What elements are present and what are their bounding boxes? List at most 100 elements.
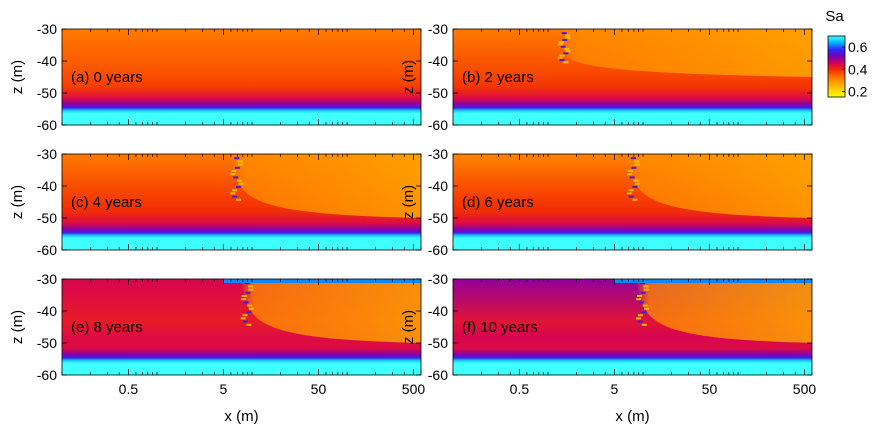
front-mark: [565, 34, 571, 37]
front-mark: [634, 160, 640, 163]
panel-label: (f) 10 years: [462, 319, 538, 336]
front-mark: [641, 323, 647, 326]
front-mark: [628, 189, 634, 192]
front-mark: [243, 301, 249, 304]
axis-labels-group: z (m) z (m) z (m) z (m) z (m) z (m) x (m) x (m): [9, 60, 650, 425]
front-mark: [628, 195, 634, 198]
y-tick-label: -30: [428, 271, 448, 287]
y-tick-label: -60: [428, 117, 448, 133]
fresh-plume: [625, 154, 812, 218]
colorbar-tick-label: 0.4: [848, 61, 868, 77]
front-mark: [636, 317, 642, 320]
x-tick-label: 0.5: [510, 381, 530, 397]
front-mark: [634, 163, 640, 166]
front-mark: [633, 179, 639, 182]
front-mark: [631, 166, 637, 169]
panel-4: (e) 8 years -30 -40 -50 -60 0.5 5 50 500: [37, 271, 426, 397]
top-fresh-layer: [223, 279, 421, 283]
y-axis-label: z (m): [400, 310, 417, 344]
top-fresh-layer: [614, 279, 812, 283]
front-mark: [562, 38, 568, 41]
front-mark: [241, 295, 247, 297]
front-mark: [565, 36, 571, 39]
front-mark: [642, 304, 648, 307]
colorbar-title: Sa: [825, 8, 844, 25]
colorbar-scale: [827, 35, 846, 98]
colorbar: Sa0.6 0.4 0.2: [825, 8, 867, 99]
front-mark: [565, 50, 571, 53]
front-mark: [630, 157, 636, 160]
front-mark: [640, 291, 646, 294]
front-mark: [557, 43, 563, 46]
panel-field: [453, 29, 812, 125]
front-mark: [234, 166, 240, 169]
front-mark: [234, 157, 240, 160]
fresh-plume: [635, 279, 812, 343]
front-mark: [626, 173, 632, 176]
y-tick-label: -40: [428, 303, 448, 319]
y-tick-label: -30: [37, 271, 57, 287]
panel-field: [62, 279, 421, 375]
x-axis-label: x (m): [615, 408, 649, 425]
y-tick-label: -40: [37, 303, 57, 319]
front-mark: [563, 61, 569, 64]
front-mark: [559, 59, 565, 62]
front-mark: [627, 170, 633, 172]
front-mark: [246, 323, 252, 326]
y-tick-label: -50: [428, 210, 448, 226]
panel-frame: [61, 28, 422, 126]
front-mark: [247, 304, 253, 307]
y-tick-label: -50: [428, 335, 448, 351]
front-mark: [637, 314, 643, 317]
panel-field: [453, 279, 812, 375]
fresh-plume: [239, 279, 421, 343]
front-mark: [558, 41, 564, 44]
front-mark: [246, 311, 252, 313]
front-mark: [632, 186, 638, 188]
front-mark: [230, 173, 236, 176]
x-tick-label: 0.5: [119, 381, 139, 397]
panel-frame: [452, 278, 813, 376]
colorbar-tick-label: 0.6: [848, 39, 868, 55]
front-mark: [236, 198, 242, 201]
panel-label: (d) 6 years: [462, 194, 534, 211]
front-mark: [626, 192, 632, 195]
y-tick-label: -30: [37, 21, 57, 37]
front-mark: [560, 45, 566, 48]
front-mark: [232, 195, 238, 198]
panel-label: (a) 0 years: [71, 69, 143, 86]
y-tick-label: -30: [37, 146, 57, 162]
front-mark: [637, 295, 643, 297]
y-tick-label: -60: [37, 242, 57, 258]
panel-label: (b) 2 years: [462, 69, 534, 86]
front-mark: [564, 47, 570, 50]
front-mark: [237, 163, 243, 166]
front-mark: [248, 288, 254, 291]
front-mark: [563, 52, 569, 55]
front-mark: [640, 282, 646, 285]
y-tick-label: -50: [37, 85, 57, 101]
front-mark: [245, 291, 251, 294]
front-mark: [643, 307, 649, 310]
saturation-field: [62, 29, 421, 125]
front-mark: [248, 307, 254, 310]
panel-field: [62, 29, 421, 125]
panel-label: (e) 8 years: [71, 319, 143, 336]
panel-frame: [452, 153, 813, 251]
y-tick-label: -60: [428, 367, 448, 383]
y-tick-label: -40: [37, 178, 57, 194]
front-mark: [638, 301, 644, 304]
front-mark: [240, 298, 246, 301]
front-mark: [232, 189, 238, 192]
panel-0: (a) 0 years -30 -40 -50 -60: [37, 21, 422, 133]
front-mark: [237, 160, 243, 163]
y-tick-label: -60: [37, 117, 57, 133]
y-axis-label: z (m): [9, 60, 26, 94]
y-axis-label: z (m): [9, 185, 26, 219]
y-axis-label: z (m): [400, 60, 417, 94]
front-mark: [557, 56, 563, 59]
front-mark: [629, 176, 635, 179]
x-tick-label: 50: [702, 381, 718, 397]
panel-5: (f) 10 years -30 -40 -50 -60 0.5 5 50 500: [428, 271, 817, 397]
